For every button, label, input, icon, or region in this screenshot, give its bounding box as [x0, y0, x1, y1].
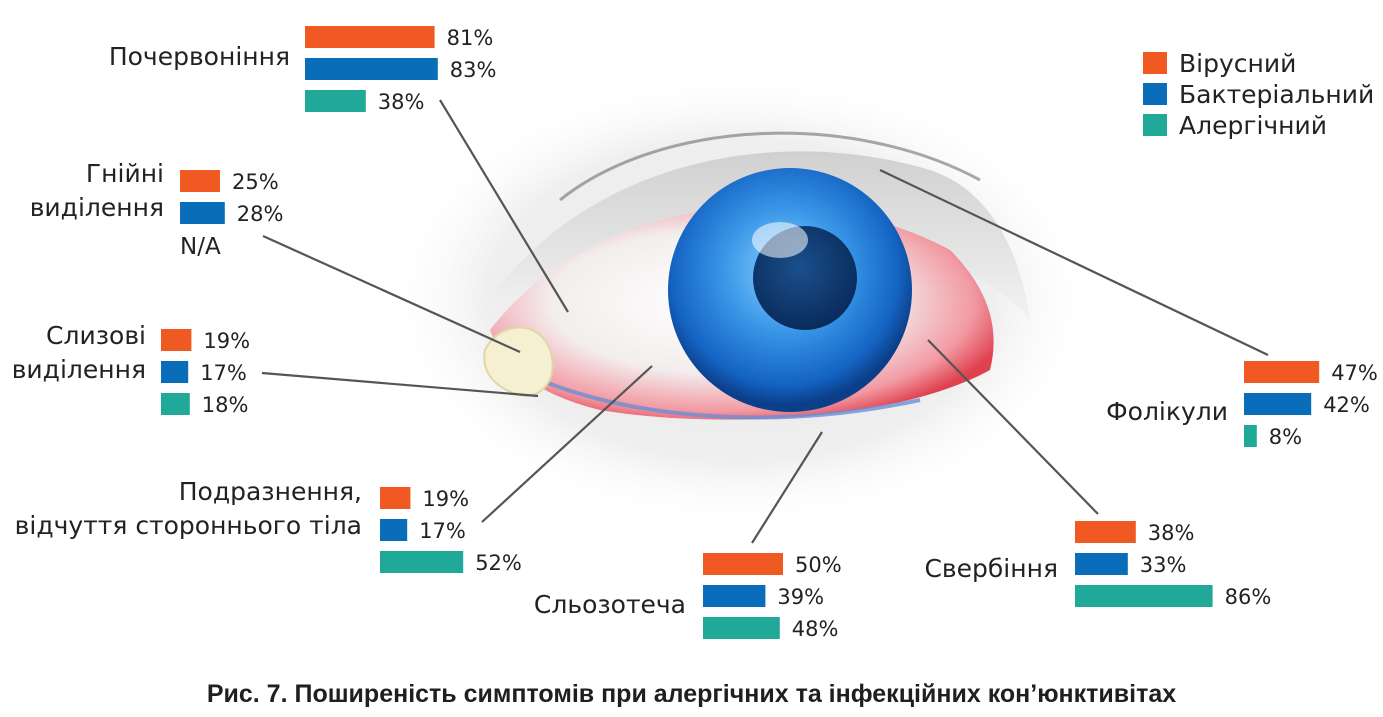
figure-caption: Рис. 7. Поширеність симптомів при алергі…: [206, 680, 1177, 708]
symptom-label-mucous: виділення: [12, 355, 146, 384]
value-label-irritation-1: 17%: [419, 519, 466, 543]
value-label-purulent-2: N/A: [180, 234, 221, 260]
upper-lashes: [559, 131, 981, 202]
bar-irritation-1: [380, 519, 408, 541]
legend-label-0: Вірусний: [1179, 49, 1296, 78]
value-label-mucous-2: 18%: [202, 393, 249, 417]
bar-itching-0: [1075, 521, 1136, 543]
bar-purulent-1: [180, 202, 225, 224]
bar-mucous-1: [161, 361, 189, 383]
leader-line-redness: [439, 99, 569, 313]
bar-purulent-0: [180, 170, 220, 192]
leader-line-irritation: [481, 365, 653, 523]
eye-illustration: [380, 70, 1100, 530]
leader-line-follicles: [879, 169, 1269, 356]
bar-tearing-2: [703, 617, 780, 639]
symptom-label-follicles: Фолікули: [1106, 397, 1228, 426]
value-label-follicles-0: 47%: [1331, 361, 1378, 385]
value-label-itching-2: 86%: [1225, 585, 1272, 609]
value-label-tearing-1: 39%: [777, 585, 824, 609]
value-label-irritation-0: 19%: [422, 487, 469, 511]
value-label-tearing-0: 50%: [795, 553, 842, 577]
bar-mucous-2: [161, 393, 190, 415]
value-label-follicles-1: 42%: [1323, 393, 1370, 417]
legend-swatch-0: [1143, 52, 1167, 74]
symptom-group-redness: Почервоніння 81% 83% 38%: [109, 26, 497, 114]
value-label-purulent-1: 28%: [237, 202, 284, 226]
symptom-label-irritation: Подразнення,: [179, 477, 362, 506]
bar-itching-1: [1075, 553, 1128, 575]
leader-line-tearing: [751, 431, 823, 544]
leader-line-itching: [927, 339, 1099, 515]
symptom-label-itching: Свербіння: [924, 554, 1058, 583]
value-label-mucous-1: 17%: [200, 361, 247, 385]
value-label-redness-1: 83%: [450, 58, 497, 82]
bar-itching-2: [1075, 585, 1213, 607]
symptom-groups: Почервоніння 81% 83% 38% Гнійні виділення 25% 2…: [12, 26, 1378, 641]
symptom-group-purulent: Гнійні виділення 25% 28% N/A: [30, 159, 284, 260]
legend-swatch-2: [1143, 114, 1167, 136]
symptom-label-redness: Почервоніння: [109, 42, 290, 71]
bar-follicles-1: [1244, 393, 1312, 415]
value-label-irritation-2: 52%: [475, 551, 522, 575]
bar-tearing-0: [703, 553, 783, 575]
symptom-group-irritation: Подразнення, відчуття стороннього тіла 19%…: [15, 477, 522, 575]
legend-label-1: Бактеріальний: [1179, 80, 1374, 109]
upper-eyelid: [470, 151, 1030, 330]
bar-redness-1: [305, 58, 438, 80]
iris-highlight: [752, 222, 808, 258]
symptom-group-itching: Свербіння 38% 33% 86%: [924, 521, 1271, 609]
legend-label-2: Алергічний: [1179, 111, 1327, 140]
symptom-label-mucous: Слизові: [46, 321, 146, 350]
bar-irritation-2: [380, 551, 464, 573]
bar-irritation-0: [380, 487, 411, 509]
legend-swatch-1: [1143, 83, 1167, 105]
bar-follicles-0: [1244, 361, 1320, 383]
symptom-label-purulent: Гнійні: [86, 159, 164, 188]
bar-tearing-1: [703, 585, 766, 607]
value-label-tearing-2: 48%: [792, 617, 839, 641]
leader-line-purulent: [262, 234, 521, 354]
value-label-itching-1: 33%: [1140, 553, 1187, 577]
leader-lines: [261, 99, 1269, 544]
symptom-group-follicles: Фолікули 47% 42% 8%: [1106, 361, 1378, 449]
symptom-label-purulent: виділення: [30, 193, 164, 222]
value-label-mucous-0: 19%: [203, 329, 250, 353]
bar-follicles-2: [1244, 425, 1257, 447]
value-label-redness-0: 81%: [447, 26, 494, 50]
value-label-redness-2: 38%: [378, 90, 425, 114]
value-label-follicles-2: 8%: [1269, 425, 1302, 449]
bar-redness-2: [305, 90, 366, 112]
symptom-group-mucous: Слизові виділення 19% 17% 18%: [12, 321, 250, 417]
value-label-itching-0: 38%: [1148, 521, 1195, 545]
symptom-group-tearing: Сльозотеча 50% 39% 48%: [534, 553, 842, 641]
lower-lid-edge: [539, 378, 921, 420]
bar-redness-0: [305, 26, 435, 48]
symptom-label-irritation: відчуття стороннього тіла: [15, 511, 362, 540]
symptom-label-tearing: Сльозотеча: [534, 590, 686, 619]
leader-line-mucous: [261, 371, 539, 398]
value-label-purulent-0: 25%: [232, 170, 279, 194]
bar-mucous-0: [161, 329, 192, 351]
